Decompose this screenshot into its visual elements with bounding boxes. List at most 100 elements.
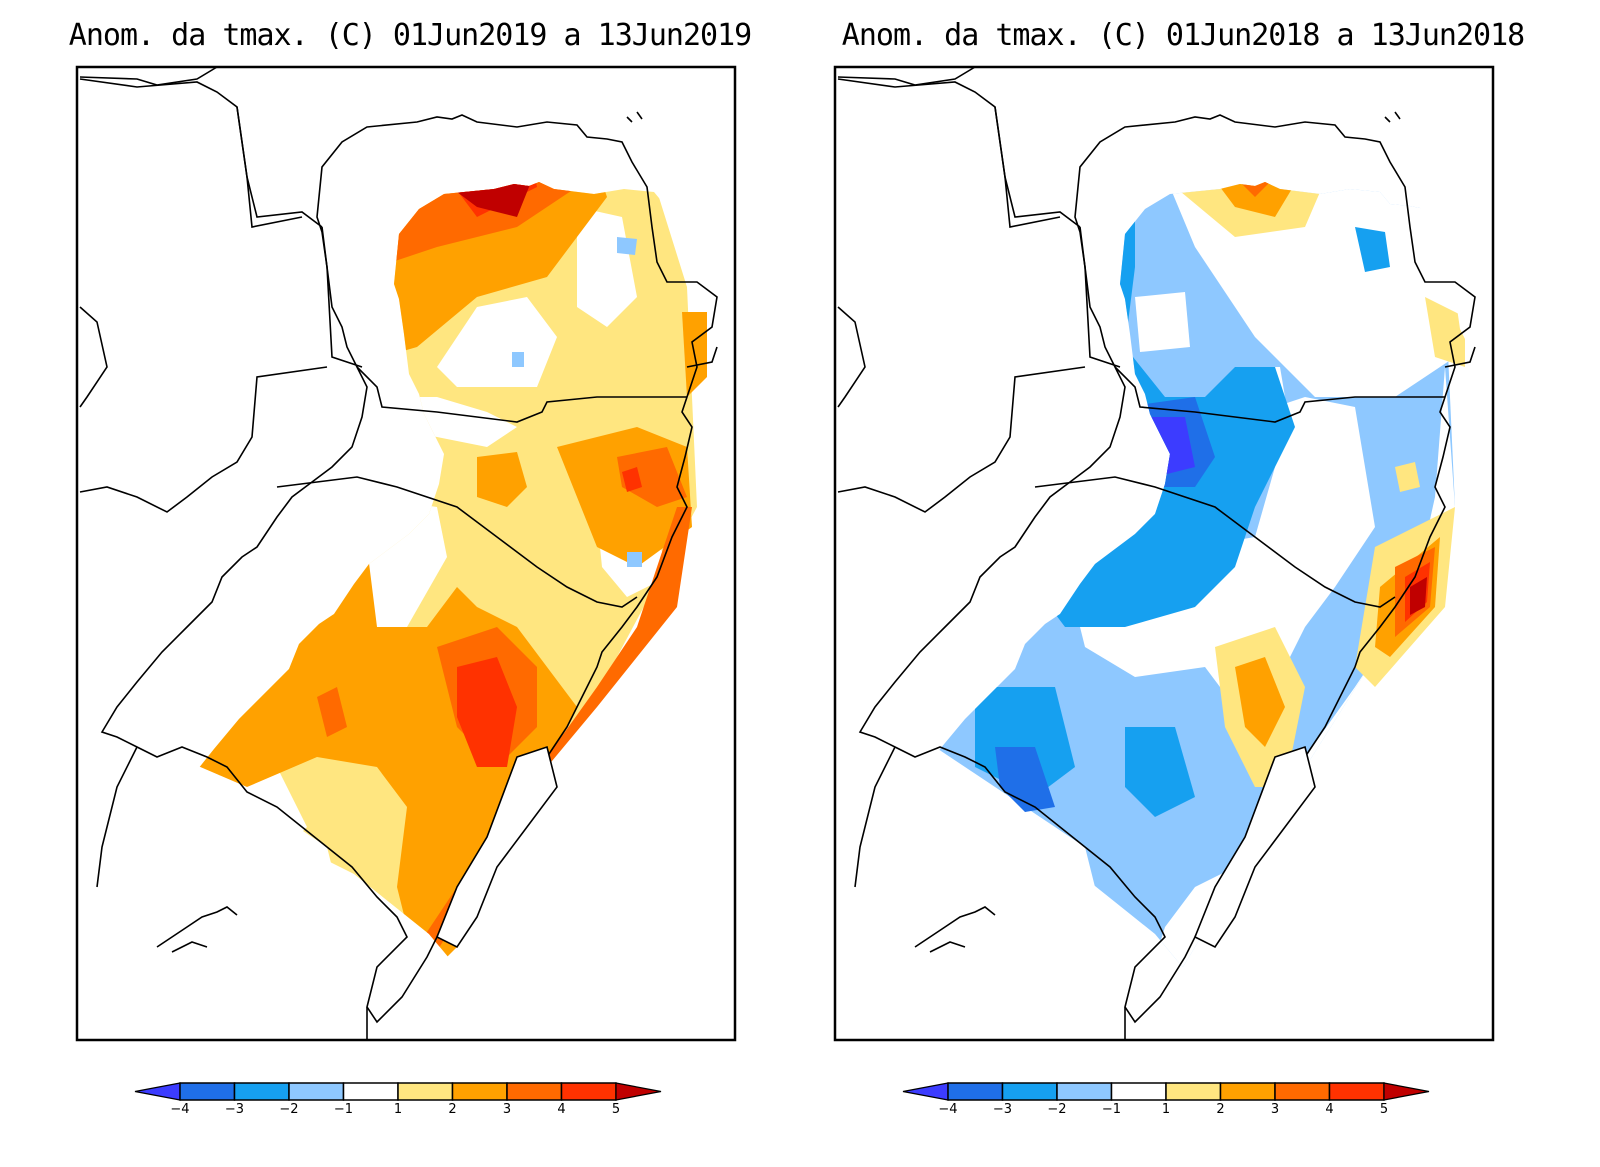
border-line xyxy=(837,366,1086,513)
contour-region xyxy=(512,352,524,367)
border-line xyxy=(79,78,323,228)
colorbar-tick-label: 4 xyxy=(557,1102,565,1117)
contour-region xyxy=(1230,127,1280,182)
colorbar-tick-label: −4 xyxy=(170,1102,189,1117)
border-line xyxy=(1444,346,1476,368)
colorbar-box xyxy=(288,1082,345,1101)
contour-region xyxy=(622,467,642,492)
colorbar-box xyxy=(342,1082,399,1101)
colorbar-box xyxy=(233,1082,290,1101)
contour-region xyxy=(1235,657,1285,747)
map-frame xyxy=(75,65,737,1042)
contour-region xyxy=(1215,182,1285,197)
border-line xyxy=(321,226,363,368)
colorbar-tick-label: 1 xyxy=(1162,1102,1170,1117)
contour-region xyxy=(477,452,527,507)
contour-region xyxy=(627,552,642,567)
contour-region xyxy=(617,447,687,507)
colorbar-extend-low xyxy=(902,1082,949,1101)
border-line xyxy=(1079,226,1121,368)
borders-layer xyxy=(837,66,1476,1040)
colorbar-tick-label: 5 xyxy=(1380,1102,1388,1117)
colorbar-box xyxy=(397,1082,454,1101)
borders-layer xyxy=(79,66,718,1040)
colorbar-extend-high xyxy=(1383,1082,1430,1101)
border-line xyxy=(236,106,303,228)
contour-region xyxy=(1195,182,1305,217)
contour-fill-layer xyxy=(179,182,707,1022)
border-line xyxy=(96,746,138,888)
contour-region xyxy=(577,207,637,327)
colorbar-box xyxy=(1274,1082,1331,1101)
map-panel-2019: Anom. da tmax. (C) 01Jun2019 a 13Jun2019… xyxy=(0,0,790,1167)
colorbar: −4 −3 −2 −1 1 2 3 4 5 xyxy=(902,1082,1430,1117)
border-line xyxy=(356,366,687,423)
colorbar-box xyxy=(1219,1082,1276,1101)
contour-region xyxy=(995,537,1060,607)
colorbar-box xyxy=(1328,1082,1385,1101)
border-line xyxy=(626,111,643,123)
contour-region xyxy=(1425,297,1465,367)
colorbar-box xyxy=(1001,1082,1058,1101)
contour-region xyxy=(1125,727,1195,817)
colorbar-tick-label: 2 xyxy=(1216,1102,1224,1117)
border-line xyxy=(79,366,328,513)
border-line xyxy=(837,306,866,408)
colorbar: −4 −3 −2 −1 1 2 3 4 5 xyxy=(134,1082,662,1117)
contour-region xyxy=(317,687,347,737)
contour-region xyxy=(1410,577,1427,615)
colorbar-tick-label: 3 xyxy=(503,1102,511,1117)
colorbar-box xyxy=(451,1082,508,1101)
colorbar-box xyxy=(179,1082,236,1101)
contour-fill-layer xyxy=(905,127,1465,1022)
border-line xyxy=(1384,111,1401,123)
border-line xyxy=(686,346,718,368)
reservoir-outline xyxy=(156,906,238,953)
coastline xyxy=(858,114,1476,1024)
map-frame xyxy=(833,65,1495,1042)
border-line xyxy=(79,306,108,408)
border-line xyxy=(854,746,896,888)
map-svg: −4 −3 −2 −1 1 2 3 4 5 xyxy=(833,65,1495,1117)
colorbar-tick-label: −1 xyxy=(334,1102,353,1117)
border-line xyxy=(994,106,1061,228)
colorbar-box xyxy=(1056,1082,1113,1101)
contour-region xyxy=(1355,227,1390,272)
colorbar-tick-label: 4 xyxy=(1325,1102,1333,1117)
colorbar-box xyxy=(506,1082,563,1101)
lagoon xyxy=(1193,745,1316,949)
border-line xyxy=(1034,476,1396,608)
colorbar-tick-label: −3 xyxy=(225,1102,244,1117)
colorbar-tick-label: −1 xyxy=(1102,1102,1121,1117)
map-panel-2018: Anom. da tmax. (C) 01Jun2018 a 13Jun2018… xyxy=(790,0,1580,1167)
contour-region xyxy=(179,627,257,707)
colorbar-tick-label: −4 xyxy=(938,1102,957,1117)
chart-title: Anom. da tmax. (C) 01Jun2018 a 13Jun2018 xyxy=(841,18,1525,53)
colorbar-tick-label: −2 xyxy=(279,1102,298,1117)
border-line xyxy=(1114,366,1445,423)
border-line xyxy=(276,476,638,608)
chart-title: Anom. da tmax. (C) 01Jun2019 a 13Jun2019 xyxy=(68,18,752,53)
contour-region xyxy=(617,237,637,255)
colorbar-tick-label: 2 xyxy=(448,1102,456,1117)
colorbar-tick-label: 5 xyxy=(612,1102,620,1117)
colorbar-tick-label: −3 xyxy=(993,1102,1012,1117)
colorbar-box xyxy=(1110,1082,1167,1101)
contour-region xyxy=(457,657,517,767)
colorbar-tick-label: 1 xyxy=(394,1102,402,1117)
contour-region xyxy=(437,297,557,387)
border-line xyxy=(837,78,1081,228)
colorbar-extend-high xyxy=(615,1082,662,1101)
colorbar-tick-label: 3 xyxy=(1271,1102,1279,1117)
map-svg: −4 −3 −2 −1 1 2 3 4 5 xyxy=(75,65,737,1117)
contour-region xyxy=(1395,462,1420,492)
contour-region xyxy=(1135,417,1195,477)
contour-region xyxy=(432,182,537,217)
contour-region xyxy=(1165,182,1335,237)
lagoon xyxy=(435,745,558,949)
contour-region xyxy=(995,747,1055,812)
colorbar-tick-label: −2 xyxy=(1047,1102,1066,1117)
colorbar-box xyxy=(947,1082,1004,1101)
contour-region xyxy=(1135,292,1190,352)
contour-region xyxy=(342,182,577,267)
